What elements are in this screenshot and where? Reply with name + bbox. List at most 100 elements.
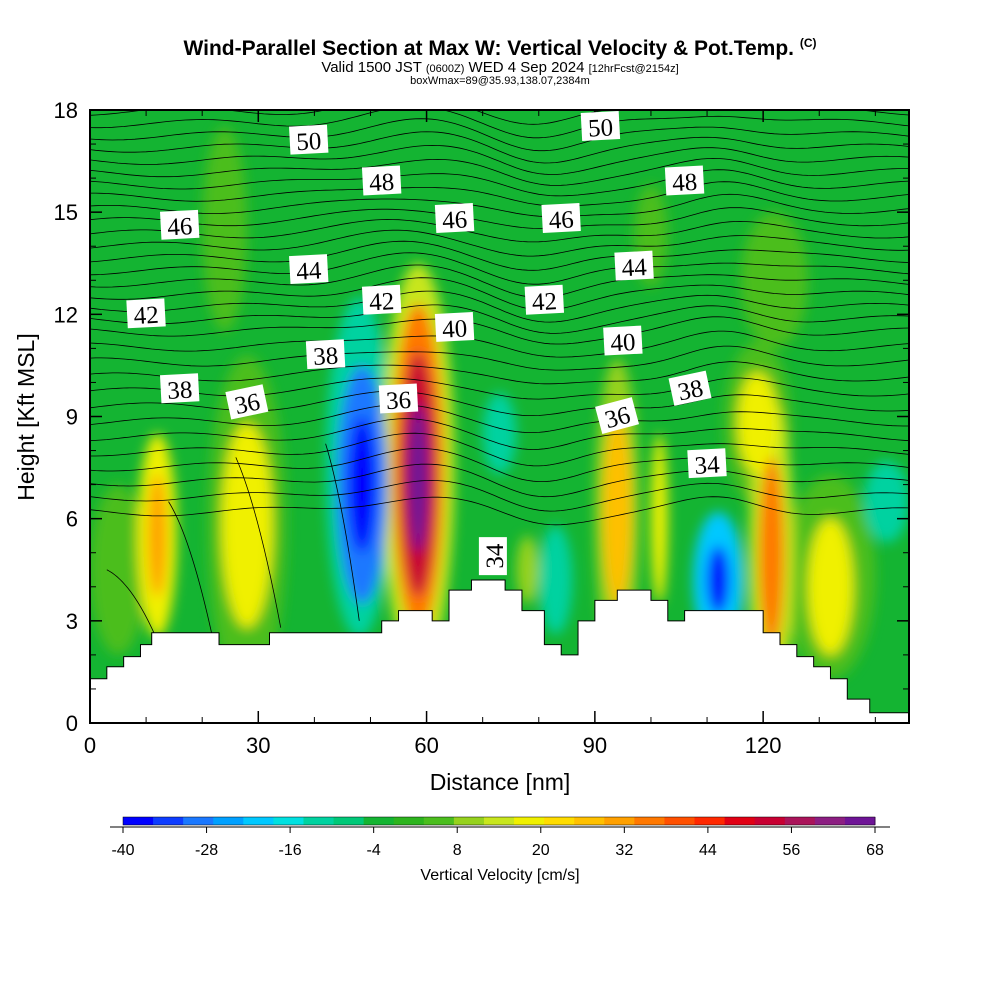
y-tick-label: 9 xyxy=(66,405,78,430)
colorbar-swatch xyxy=(333,817,365,825)
isentrope-value: 34 xyxy=(482,543,509,569)
colorbar-swatch xyxy=(213,817,244,825)
colorbar-swatch xyxy=(153,817,184,825)
isentrope-line xyxy=(90,110,909,125)
colorbar-swatch xyxy=(754,817,786,825)
x-tick-label: 30 xyxy=(246,733,270,758)
isentrope-label: 36 xyxy=(225,384,269,420)
isentrope-label: 42 xyxy=(524,284,565,316)
colorbar-swatch xyxy=(183,817,214,825)
y-tick-label: 0 xyxy=(66,711,78,736)
colorbar-tick-label: 20 xyxy=(532,842,550,859)
x-axis: 0 30 60 90 120 xyxy=(84,110,876,758)
isentrope-line xyxy=(90,193,909,218)
isentrope-label: 44 xyxy=(289,254,329,286)
isentrope-label: 42 xyxy=(361,284,402,316)
velocity-cell xyxy=(740,212,809,349)
colorbar-tick-label: -16 xyxy=(279,842,302,859)
colorbar-tick-label: 68 xyxy=(866,842,884,859)
velocity-cell xyxy=(90,484,147,655)
label-background xyxy=(361,165,402,196)
isentrope-label: 40 xyxy=(603,325,643,357)
label-background xyxy=(305,339,346,370)
isentrope-label: 38 xyxy=(159,373,200,405)
isentrope-label: 34 xyxy=(478,537,509,576)
isentrope-line xyxy=(90,304,909,334)
colorbar-tick-label: 56 xyxy=(783,842,801,859)
isentrope-label: 36 xyxy=(378,383,419,415)
isentrope-value: 38 xyxy=(676,375,706,407)
isentrope-label: 48 xyxy=(664,165,705,197)
colorbar-swatch xyxy=(604,817,635,825)
isentrope-line xyxy=(90,404,909,433)
velocity-cell xyxy=(516,535,539,604)
chart-info: boxWmax=89@35.93,138.07,2384m xyxy=(410,75,590,87)
velocity-cell xyxy=(603,416,632,608)
isentrope-label: 42 xyxy=(126,298,166,330)
velocity-cell xyxy=(482,392,517,475)
isentrope-line xyxy=(90,219,909,243)
isentrope-line xyxy=(90,252,909,285)
label-background xyxy=(664,165,705,196)
x-tick-label: 60 xyxy=(414,733,438,758)
isentrope-line xyxy=(90,345,909,371)
velocity-cell xyxy=(864,460,909,543)
isentrope-line xyxy=(90,110,909,139)
y-tick-label: 12 xyxy=(54,302,78,327)
label-background xyxy=(159,209,200,240)
isentrope-value: 46 xyxy=(167,213,193,241)
isentrope-line xyxy=(90,330,909,358)
label-background xyxy=(434,311,475,342)
isentrope-value: 46 xyxy=(442,206,468,234)
colorbar-swatch xyxy=(243,817,274,825)
isentrope-value: 46 xyxy=(548,206,574,234)
isentrope-line xyxy=(90,35,909,58)
colorbar-frame xyxy=(122,816,876,826)
colorbar-tick-label: -40 xyxy=(111,842,134,859)
label-background xyxy=(434,203,475,233)
colorbar: -40 -28 -16 -4 8 20 32 44 56 68 xyxy=(110,816,890,859)
isentrope-line xyxy=(90,463,909,498)
isentrope-line xyxy=(168,501,214,642)
velocity-cell xyxy=(538,525,573,635)
isentrope-label: 48 xyxy=(361,165,402,197)
isentrope-line xyxy=(90,23,909,48)
isentrope-line xyxy=(90,390,909,416)
colorbar-swatch xyxy=(844,817,876,825)
isentrope-value: 38 xyxy=(167,377,193,405)
label-background xyxy=(614,250,654,281)
label-background xyxy=(595,397,640,434)
y-tick-label: 18 xyxy=(54,98,78,123)
label-background xyxy=(126,298,166,329)
velocity-cell xyxy=(148,474,167,597)
isentrope-value: 42 xyxy=(133,302,159,330)
isentrope-lines xyxy=(90,23,909,669)
isentrope-label: 50 xyxy=(580,111,621,143)
isentrope-line xyxy=(90,240,909,271)
colorbar-tick-label: -4 xyxy=(367,842,381,859)
isentrope-value: 48 xyxy=(369,169,395,197)
isentrope-value: 36 xyxy=(385,387,411,415)
isentrope-line xyxy=(90,361,909,385)
isentrope-line xyxy=(90,72,909,96)
isentrope-label: 38 xyxy=(305,339,346,371)
isentrope-value: 44 xyxy=(621,254,648,282)
isentrope-line xyxy=(235,457,282,628)
label-background xyxy=(478,537,507,576)
isentrope-value: 34 xyxy=(694,452,721,480)
x-axis-label: Distance [nm] xyxy=(430,769,571,795)
label-background xyxy=(668,370,712,406)
colorbar-tick-label: -28 xyxy=(195,842,218,859)
colorbar-swatch xyxy=(303,817,335,825)
colorbar-swatch xyxy=(694,817,726,825)
isentrope-line xyxy=(90,131,909,164)
colorbar-swatch xyxy=(724,817,756,825)
y-tick-label: 3 xyxy=(66,609,78,634)
chart-title: Wind-Parallel Section at Max W: Vertical… xyxy=(183,36,817,60)
label-background xyxy=(361,284,402,315)
isentrope-labels: 34 34 36 36 36 38 38 38 40 40 42 42 42 44 44 46 46 46 48 48… xyxy=(126,111,727,576)
plot-area xyxy=(90,23,909,723)
isentrope-line xyxy=(90,229,909,257)
label-background xyxy=(289,124,329,155)
